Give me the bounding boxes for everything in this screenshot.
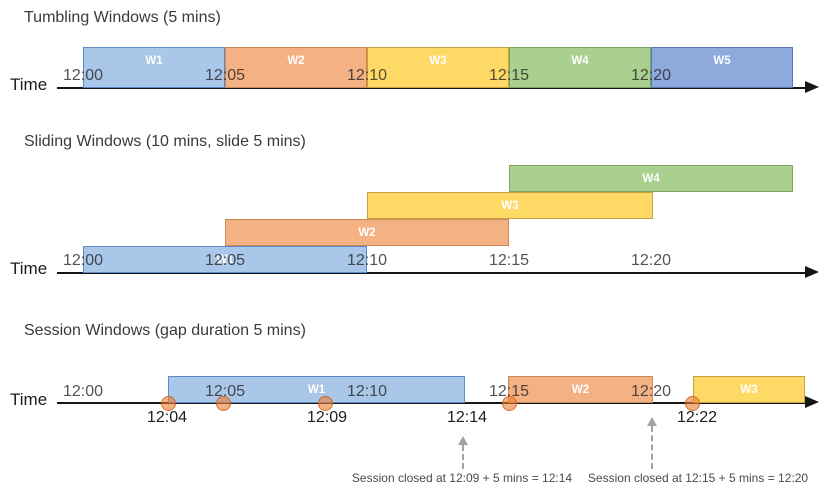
tumbling-time-axis-label: Time — [10, 75, 48, 94]
window-label: W5 — [713, 55, 731, 67]
event-dot — [318, 396, 333, 411]
tick-label: 12:15 — [488, 252, 530, 269]
dashed-up-arrow-icon — [646, 417, 658, 469]
window-label: W1 — [307, 383, 326, 396]
event-dot — [502, 396, 517, 411]
event-time-label: 12:09 — [306, 409, 348, 426]
window-label: W4 — [642, 172, 660, 185]
tick-label: 12:00 — [62, 383, 104, 400]
tick-label: 12:20 — [630, 252, 672, 269]
event-time-label: 12:14 — [446, 409, 488, 426]
window-label: W2 — [287, 55, 305, 67]
tumbling-window-w3: W3 — [367, 47, 509, 88]
sliding-axis-arrowhead-icon — [805, 266, 819, 278]
window-label: W1 — [216, 253, 234, 266]
tick-label: 12:10 — [346, 67, 388, 84]
tumbling-window-w2: W2 — [225, 47, 367, 88]
window-label: W1 — [145, 55, 163, 67]
window-label: W4 — [571, 55, 589, 67]
sliding-window-w1: W1 — [83, 246, 367, 273]
session-timeline-axis — [57, 402, 807, 404]
session-window-w3: W3 — [693, 376, 805, 403]
session-closed-annotation: Session closed at 12:15 + 5 mins = 12:20 — [587, 471, 809, 485]
tick-label: 12:05 — [204, 383, 246, 400]
tick-label: 12:15 — [488, 383, 530, 400]
sliding-section-title: Sliding Windows (10 mins, slide 5 mins) — [24, 133, 306, 150]
tick-label: 12:00 — [62, 67, 104, 84]
tumbling-timeline-axis — [57, 87, 807, 89]
event-dot — [161, 396, 176, 411]
window-label: W2 — [571, 383, 590, 396]
tumbling-axis-arrowhead-icon — [805, 81, 819, 93]
arrow-stem — [462, 445, 464, 469]
tick-label: 12:15 — [488, 67, 530, 84]
dashed-up-arrow-icon — [457, 436, 469, 469]
tumbling-window-w5: W5 — [651, 47, 793, 88]
sliding-window-w3: W3 — [367, 192, 653, 219]
sliding-window-w2: W2 — [225, 219, 509, 246]
sliding-window-w4: W4 — [509, 165, 793, 192]
sliding-timeline-axis — [57, 272, 807, 274]
window-label: W3 — [740, 383, 758, 396]
event-time-label: 12:04 — [146, 409, 188, 426]
event-time-label: 12:22 — [676, 409, 718, 426]
tick-label: 12:10 — [346, 252, 388, 269]
tumbling-section-title: Tumbling Windows (5 mins) — [24, 9, 221, 26]
tick-label: 12:05 — [204, 67, 246, 84]
window-label: W2 — [358, 226, 376, 239]
tumbling-window-w1: W1 — [83, 47, 225, 88]
arrow-stem — [651, 426, 653, 469]
window-label: W3 — [501, 199, 519, 212]
tick-label: 12:05 — [204, 252, 246, 269]
session-axis-arrowhead-icon — [805, 396, 819, 408]
session-closed-annotation: Session closed at 12:09 + 5 mins = 12:14 — [351, 471, 573, 485]
tick-label: 12:20 — [630, 67, 672, 84]
sliding-time-axis-label: Time — [10, 259, 48, 278]
tick-label: 12:00 — [62, 252, 104, 269]
window-label: W3 — [429, 55, 447, 67]
tumbling-window-w4: W4 — [509, 47, 651, 88]
arrowhead — [458, 436, 468, 445]
session-time-axis-label: Time — [10, 390, 48, 409]
event-dot — [216, 396, 231, 411]
tick-label: 12:10 — [346, 383, 388, 400]
arrowhead — [647, 417, 657, 426]
event-dot — [685, 396, 700, 411]
tick-label: 12:20 — [630, 383, 672, 400]
session-window-w2: W2 — [508, 376, 653, 403]
session-section-title: Session Windows (gap duration 5 mins) — [24, 322, 306, 339]
